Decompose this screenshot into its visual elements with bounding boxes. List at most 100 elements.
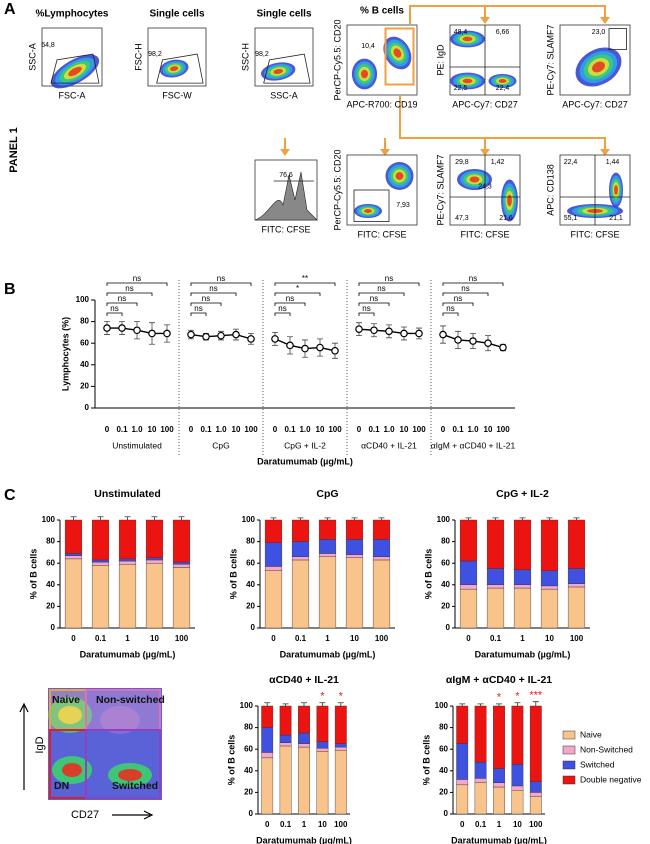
panel-label: A bbox=[4, 1, 16, 18]
flow-plot: FITC: CFSE PE-Cy7: SLAMF7 29,8 1,42 24,3 47,3… bbox=[435, 154, 521, 239]
x-tick-label: 10 bbox=[484, 425, 493, 434]
bar-segment bbox=[456, 784, 469, 815]
bar-segment bbox=[334, 705, 347, 744]
data-point bbox=[187, 330, 195, 339]
panel-label: B bbox=[4, 281, 16, 298]
y-tick-label: 0 bbox=[51, 623, 56, 632]
x-axis-label: FITC: CFSE bbox=[571, 229, 620, 239]
x-tick-label: 0.1 bbox=[368, 425, 380, 434]
y-tick-label: 20 bbox=[244, 788, 253, 797]
x-axis-label: FITC: CFSE bbox=[262, 224, 311, 234]
x-axis-label: FSC-A bbox=[59, 90, 86, 100]
error-bar bbox=[532, 701, 539, 706]
density-blob bbox=[62, 763, 82, 777]
y-axis-label: APC: CD138 bbox=[545, 164, 555, 216]
gate-value: 76,6 bbox=[279, 172, 293, 179]
significance-bracket bbox=[190, 312, 207, 316]
x-tick-label: 10 bbox=[318, 820, 327, 829]
bar-segment bbox=[567, 568, 586, 584]
error-bar bbox=[282, 703, 289, 706]
x-tick-label: 100 bbox=[160, 425, 174, 434]
gate bbox=[156, 53, 204, 84]
significance-label: ns bbox=[446, 304, 454, 313]
x-axis-label: FITC: CFSE bbox=[461, 229, 510, 239]
gate-value: 22,5 bbox=[454, 85, 468, 92]
y-axis-label: PE-Cy7: SLAMF7 bbox=[435, 154, 445, 225]
gate bbox=[608, 28, 627, 50]
significance-label: ns bbox=[362, 304, 370, 313]
bar-segment bbox=[372, 519, 391, 540]
y-axis-label: SSC-H bbox=[240, 43, 250, 71]
bar-segment bbox=[261, 757, 274, 815]
significance-bracket bbox=[442, 282, 504, 286]
significance-bracket bbox=[442, 292, 489, 296]
significance-label: ns bbox=[133, 274, 141, 283]
x-tick-label: 10 bbox=[232, 425, 241, 434]
density-blob bbox=[118, 769, 142, 781]
bar-segment bbox=[529, 705, 542, 782]
bar-segment bbox=[318, 519, 337, 540]
x-axis-title: Daratumumab (µg/mL) bbox=[256, 835, 352, 844]
data-point bbox=[355, 325, 363, 333]
quadrant-label: Non-switched bbox=[96, 694, 165, 706]
bar-segment bbox=[529, 792, 542, 797]
bar-segment bbox=[172, 519, 191, 563]
flow-plot: FITC: CFSE 76,6 bbox=[254, 159, 318, 234]
significance-bracket bbox=[442, 312, 459, 316]
error-bar bbox=[351, 517, 358, 520]
flow-plot: Single cells SSC-A SSC-H 98,2 bbox=[240, 9, 314, 100]
bar-segment bbox=[291, 519, 310, 542]
y-tick-label: 20 bbox=[80, 382, 89, 391]
y-tick-label: 20 bbox=[46, 602, 55, 611]
bar-segment bbox=[91, 559, 110, 563]
significance-bracket bbox=[358, 312, 375, 316]
bar-segment bbox=[316, 741, 329, 749]
y-tick-label: 0 bbox=[446, 623, 451, 632]
x-axis-label: FITC: CFSE bbox=[358, 229, 407, 239]
y-tick-label: 60 bbox=[246, 558, 255, 567]
legend-swatch bbox=[562, 760, 576, 770]
bar-segment bbox=[345, 557, 364, 629]
gate-arrows bbox=[284, 5, 606, 150]
x-tick-label: 1 bbox=[302, 820, 307, 829]
error-bar bbox=[337, 702, 344, 706]
gate-value: 48,4 bbox=[454, 29, 468, 36]
error-bar bbox=[151, 516, 158, 520]
y-axis-label: IgD bbox=[34, 736, 46, 753]
bar-segment bbox=[474, 705, 487, 763]
x-tick-label: 0 bbox=[189, 425, 194, 434]
bar-segment bbox=[474, 778, 487, 783]
error-bar bbox=[178, 516, 185, 520]
x-tick-label: 10 bbox=[545, 634, 554, 643]
bar-segment bbox=[279, 745, 292, 815]
data-point bbox=[499, 343, 507, 352]
x-tick-label: 100 bbox=[570, 634, 584, 643]
plot-title: % B cells bbox=[360, 6, 404, 17]
x-axis-label: SSC-A bbox=[270, 90, 298, 100]
y-axis-label: % of B cells bbox=[228, 549, 238, 600]
quadrant-switched bbox=[85, 729, 161, 799]
y-tick-label: 0 bbox=[249, 809, 254, 818]
y-axis-label: % of B cells bbox=[226, 735, 236, 786]
gate bbox=[560, 155, 630, 225]
bar-segment bbox=[118, 564, 137, 629]
bar-segment bbox=[316, 747, 329, 752]
gate-value: 55,1 bbox=[564, 215, 578, 222]
bar-segment bbox=[540, 519, 559, 571]
x-axis-label: CD27 bbox=[71, 809, 99, 821]
error-bar bbox=[124, 516, 131, 520]
quadrant-label: DN bbox=[54, 780, 69, 792]
x-tick-label: 1 bbox=[520, 634, 525, 643]
y-tick-label: 60 bbox=[439, 744, 448, 753]
error-bar bbox=[324, 517, 331, 520]
bar-segment bbox=[567, 586, 586, 629]
bar-segment bbox=[118, 558, 137, 562]
bar-segment bbox=[513, 569, 532, 585]
y-tick-label: 100 bbox=[42, 515, 56, 524]
bar-segment bbox=[529, 796, 542, 815]
error-bar bbox=[519, 517, 526, 520]
legend-label: Naive bbox=[580, 729, 602, 739]
bar-segment bbox=[145, 559, 164, 564]
y-tick-label: 0 bbox=[85, 403, 90, 412]
y-tick-label: 80 bbox=[244, 723, 253, 732]
